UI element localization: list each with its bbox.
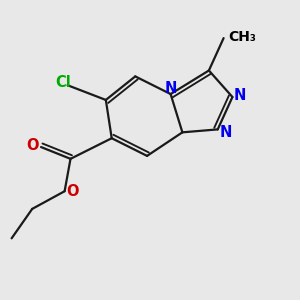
Text: N: N: [164, 81, 177, 96]
Text: CH₃: CH₃: [228, 30, 256, 44]
Text: N: N: [220, 125, 232, 140]
Text: O: O: [27, 138, 39, 153]
Text: Cl: Cl: [55, 75, 71, 90]
Text: N: N: [234, 88, 246, 103]
Text: O: O: [67, 184, 79, 199]
